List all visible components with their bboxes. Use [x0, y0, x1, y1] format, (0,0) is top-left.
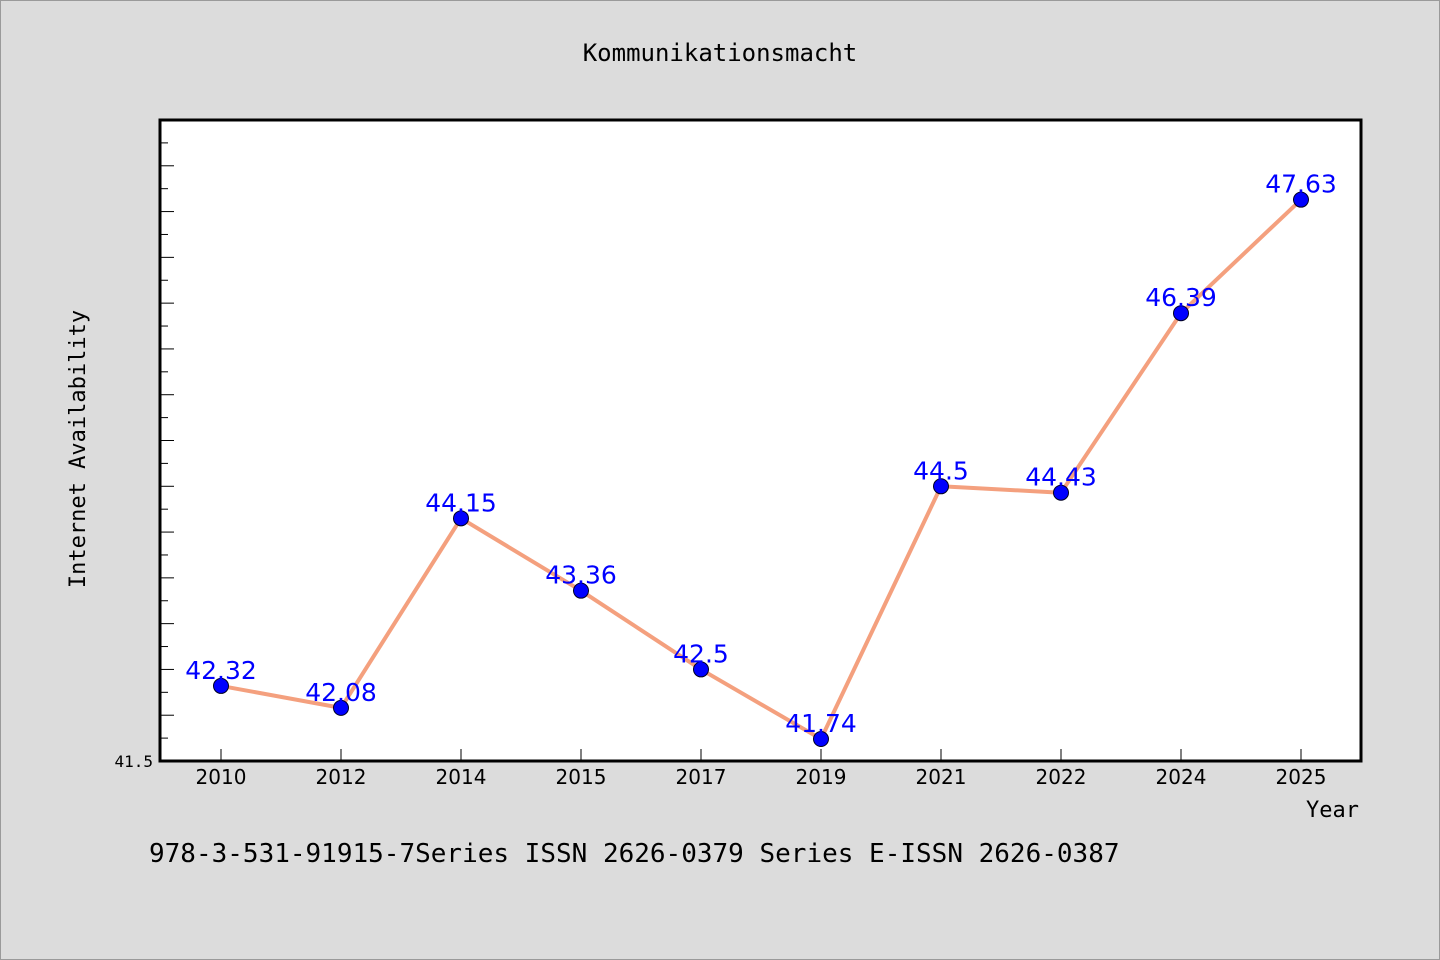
- y-axis-ticks: [160, 119, 174, 762]
- series-line: [219, 197, 1303, 742]
- x-axis-ticks: 2010 2012 2014 2015 2017 2019 2021 2022 2024 2025: [196, 749, 1327, 789]
- chart-title: Kommunikationsmacht: [583, 39, 858, 67]
- data-point-marker: [453, 510, 469, 527]
- y-axis-label: Internet Availability: [66, 310, 91, 588]
- data-label: 44.5: [913, 456, 969, 485]
- data-label: 42.08: [305, 678, 377, 707]
- plot-area: [158, 118, 1363, 763]
- x-tick-label: 2014: [436, 765, 487, 789]
- y-axis-min-label: 41.5: [114, 752, 153, 771]
- data-point-marker: [933, 478, 949, 495]
- data-label: 42.32: [185, 656, 257, 685]
- data-markers: [213, 191, 1309, 748]
- data-point-marker: [1053, 484, 1069, 501]
- data-label: 43.36: [545, 561, 617, 590]
- series-line-group: [219, 197, 1303, 742]
- x-tick-label: 2017: [676, 765, 727, 789]
- x-axis-label: Year: [1306, 798, 1359, 823]
- data-label: 44.15: [425, 488, 497, 517]
- footer-isbn-text: 978-3-531-91915-7Series ISSN 2626-0379 S…: [149, 839, 1120, 869]
- x-tick-label: 2019: [796, 765, 847, 789]
- x-tick-label: 2015: [556, 765, 607, 789]
- data-point-marker: [693, 661, 709, 678]
- x-tick-label: 2025: [1276, 765, 1327, 789]
- x-tick-label: 2024: [1156, 765, 1207, 789]
- data-point-marker: [333, 699, 349, 716]
- x-tick-label: 2010: [196, 765, 247, 789]
- x-tick-label: 2021: [916, 765, 967, 789]
- data-label: 46.39: [1145, 283, 1217, 312]
- data-point-marker: [573, 582, 589, 599]
- x-tick-label: 2012: [316, 765, 367, 789]
- data-label: 44.43: [1025, 463, 1097, 492]
- x-tick-label: 2022: [1036, 765, 1087, 789]
- data-label: 47.63: [1265, 170, 1337, 199]
- data-label: 41.74: [785, 709, 857, 738]
- data-point-marker: [1293, 191, 1309, 208]
- data-label: 42.5: [673, 639, 729, 668]
- data-point-marker: [213, 677, 229, 694]
- data-point-marker: [813, 731, 829, 748]
- data-labels: 42.32 42.08 44.15 43.36 42.5 41.74 44.5 44.43 46…: [185, 170, 1337, 738]
- data-point-marker: [1173, 305, 1189, 322]
